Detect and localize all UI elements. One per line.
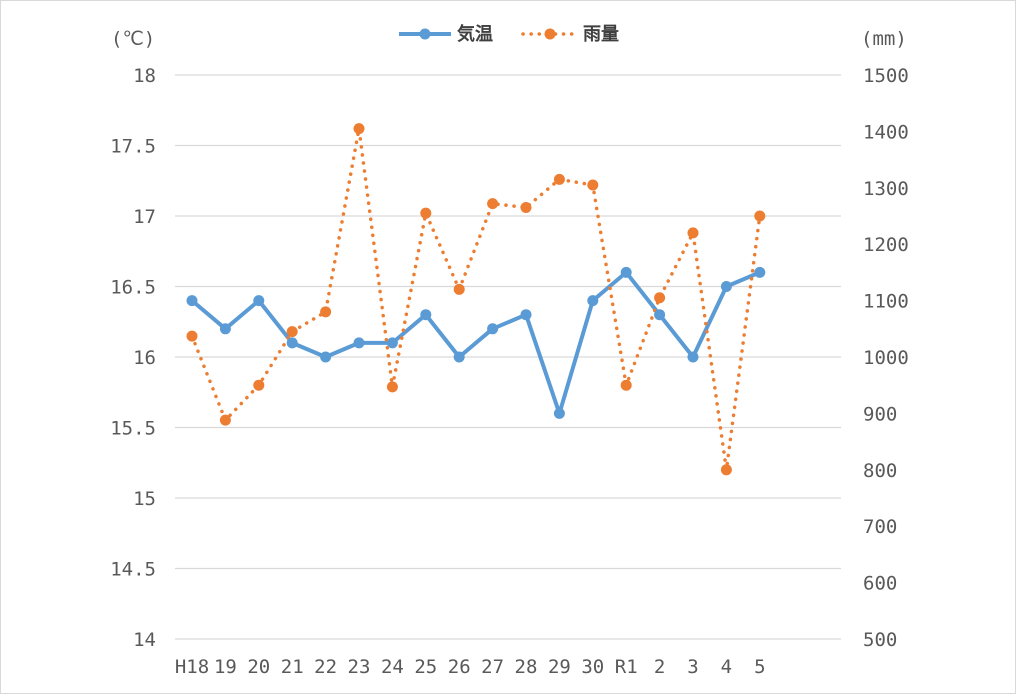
right-tick-label: 1500 bbox=[863, 65, 909, 87]
left-tick-label: 15.5 bbox=[110, 418, 156, 440]
rainfall-point bbox=[487, 198, 499, 210]
rainfall-point bbox=[654, 292, 666, 304]
legend: 気温 雨量 bbox=[399, 23, 619, 45]
temperature-point bbox=[286, 337, 298, 349]
temperature-point bbox=[687, 351, 699, 363]
left-tick-label: 14.5 bbox=[110, 559, 156, 581]
legend-item-rainfall: 雨量 bbox=[521, 23, 619, 45]
right-axis-ticks: 500 600 700 800 900 1000 1100 1200 1300 1400 1500 bbox=[863, 65, 909, 651]
rainfall-point bbox=[520, 202, 532, 214]
x-axis-ticks: H18 19 20 21 22 23 24 25 26 27 28 29 30 R1 2 3 4 5 bbox=[175, 656, 766, 678]
temperature-point bbox=[754, 266, 766, 278]
rainfall-point bbox=[687, 227, 699, 239]
x-tick-label: 2 bbox=[654, 656, 665, 678]
gridlines bbox=[175, 74, 841, 640]
x-tick-label: 23 bbox=[348, 656, 371, 678]
x-tick-label: 30 bbox=[581, 656, 604, 678]
temperature-point bbox=[420, 309, 432, 321]
temperature-point bbox=[186, 295, 198, 307]
rainfall-point bbox=[286, 326, 298, 338]
right-tick-label: 1000 bbox=[863, 347, 909, 369]
left-axis-ticks: 14 14.5 15 15.5 16 16.5 17 17.5 18 bbox=[110, 65, 156, 651]
x-tick-label: 19 bbox=[214, 656, 237, 678]
temperature-point bbox=[720, 281, 732, 292]
x-tick-label: 4 bbox=[721, 656, 732, 678]
right-tick-label: 900 bbox=[863, 403, 897, 425]
left-tick-label: 16.5 bbox=[110, 277, 156, 299]
x-tick-label: 27 bbox=[481, 656, 504, 678]
x-tick-label: 29 bbox=[548, 656, 571, 678]
x-tick-label: 22 bbox=[314, 656, 337, 678]
right-tick-label: 500 bbox=[863, 629, 897, 651]
x-tick-label: 5 bbox=[754, 656, 765, 678]
legend-marker-temperature bbox=[419, 28, 431, 40]
right-tick-label: 800 bbox=[863, 460, 897, 482]
right-tick-label: 700 bbox=[863, 516, 897, 538]
legend-item-temperature: 気温 bbox=[399, 23, 493, 45]
temperature-point bbox=[553, 407, 565, 419]
left-tick-label: 15 bbox=[133, 488, 156, 510]
rainfall-point bbox=[320, 306, 332, 318]
legend-marker-rainfall bbox=[544, 28, 556, 40]
right-tick-label: 1300 bbox=[863, 178, 909, 200]
right-axis-unit: (mm) bbox=[861, 28, 907, 50]
left-tick-label: 14 bbox=[133, 629, 156, 651]
temperature-point bbox=[353, 337, 365, 349]
x-tick-label: 3 bbox=[687, 656, 698, 678]
series-group bbox=[186, 123, 766, 476]
rainfall-point bbox=[553, 173, 565, 185]
legend-label-temperature: 気温 bbox=[457, 23, 493, 45]
x-tick-label: H18 bbox=[175, 656, 209, 678]
rainfall-point bbox=[620, 379, 632, 391]
left-tick-label: 17.5 bbox=[110, 136, 156, 158]
right-tick-label: 600 bbox=[863, 573, 897, 595]
x-tick-label: 25 bbox=[414, 656, 437, 678]
rainfall-point bbox=[253, 379, 265, 391]
rainfall-point bbox=[186, 330, 198, 342]
temperature-point bbox=[219, 323, 231, 335]
temperature-point bbox=[253, 295, 265, 307]
rainfall-series-line bbox=[190, 128, 762, 471]
rainfall-point bbox=[353, 123, 365, 135]
left-axis-unit: (℃) bbox=[111, 28, 155, 50]
temperature-point bbox=[520, 309, 532, 321]
x-tick-label: 26 bbox=[448, 656, 471, 678]
x-tick-label: 20 bbox=[247, 656, 270, 678]
right-tick-label: 1100 bbox=[863, 291, 909, 313]
temperature-point bbox=[620, 266, 632, 278]
right-tick-label: 1400 bbox=[863, 121, 909, 143]
temperature-point bbox=[587, 295, 599, 307]
legend-label-rainfall: 雨量 bbox=[583, 23, 619, 45]
x-tick-label: 28 bbox=[515, 656, 538, 678]
left-tick-label: 18 bbox=[133, 65, 156, 87]
left-tick-label: 16 bbox=[133, 347, 156, 369]
rainfall-point bbox=[219, 414, 231, 426]
temperature-point bbox=[320, 351, 332, 363]
rainfall-point bbox=[420, 207, 432, 219]
x-tick-label: 21 bbox=[281, 656, 304, 678]
rainfall-point bbox=[386, 381, 398, 393]
temperature-point bbox=[453, 351, 465, 363]
temperature-series-line bbox=[190, 270, 761, 416]
temperature-point bbox=[386, 337, 398, 349]
right-tick-label: 1200 bbox=[863, 234, 909, 256]
rainfall-point bbox=[754, 210, 766, 222]
rainfall-point bbox=[453, 283, 465, 295]
x-tick-label: 24 bbox=[381, 656, 404, 678]
rainfall-point bbox=[720, 464, 732, 476]
left-tick-label: 17 bbox=[133, 206, 156, 228]
temperature-point bbox=[487, 323, 499, 335]
temperature-point bbox=[654, 309, 666, 321]
rainfall-point bbox=[587, 179, 599, 191]
x-tick-label: R1 bbox=[615, 656, 638, 678]
